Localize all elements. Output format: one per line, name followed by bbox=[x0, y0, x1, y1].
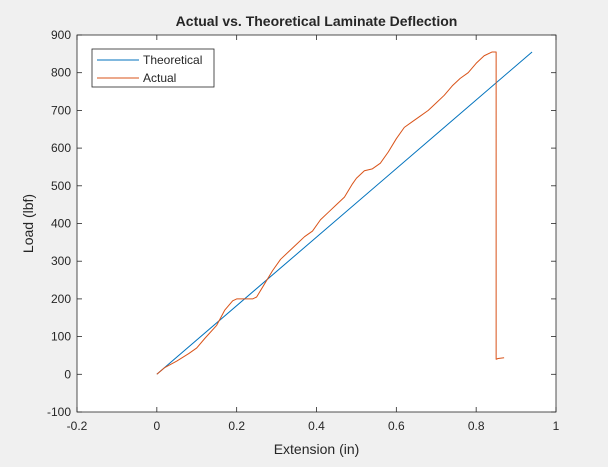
y-tick-label: 700 bbox=[51, 103, 71, 117]
y-tick-label: 800 bbox=[51, 66, 71, 80]
y-tick-label: 100 bbox=[51, 330, 71, 344]
legend-box bbox=[91, 48, 215, 88]
x-tick-label: 0 bbox=[153, 419, 160, 433]
chart-title: Actual vs. Theoretical Laminate Deflecti… bbox=[176, 13, 458, 29]
x-tick-label: 0.4 bbox=[308, 419, 325, 433]
x-tick-label: -0.2 bbox=[67, 419, 88, 433]
y-tick-label: -100 bbox=[47, 405, 71, 419]
legend: Theoretical Actual bbox=[91, 48, 215, 88]
y-tick-label: 400 bbox=[51, 217, 71, 231]
x-tick-label: 0.8 bbox=[468, 419, 485, 433]
y-axis-ticks: -100 0 100 200 300 400 500 600 700 800 900 bbox=[47, 28, 556, 419]
series-line-actual bbox=[156, 51, 505, 375]
x-tick-label: 1 bbox=[553, 419, 560, 433]
y-tick-label: 200 bbox=[51, 292, 71, 306]
series-layer bbox=[156, 51, 533, 375]
y-tick-label: 300 bbox=[51, 254, 71, 268]
x-tick-label: 0.2 bbox=[228, 419, 245, 433]
x-axis-ticks: -0.2 0 0.2 0.4 0.6 0.8 1 bbox=[67, 35, 560, 433]
legend-label-theoretical: Theoretical bbox=[143, 53, 202, 67]
legend-label-actual: Actual bbox=[143, 71, 176, 85]
y-tick-label: 0 bbox=[64, 367, 71, 381]
y-tick-label: 900 bbox=[51, 28, 71, 42]
y-axis-label: Load (lbf) bbox=[20, 194, 36, 253]
y-tick-label: 500 bbox=[51, 179, 71, 193]
x-axis-label: Extension (in) bbox=[274, 441, 360, 457]
y-tick-label: 600 bbox=[51, 141, 71, 155]
x-tick-label: 0.6 bbox=[388, 419, 405, 433]
plot-area bbox=[77, 35, 556, 412]
